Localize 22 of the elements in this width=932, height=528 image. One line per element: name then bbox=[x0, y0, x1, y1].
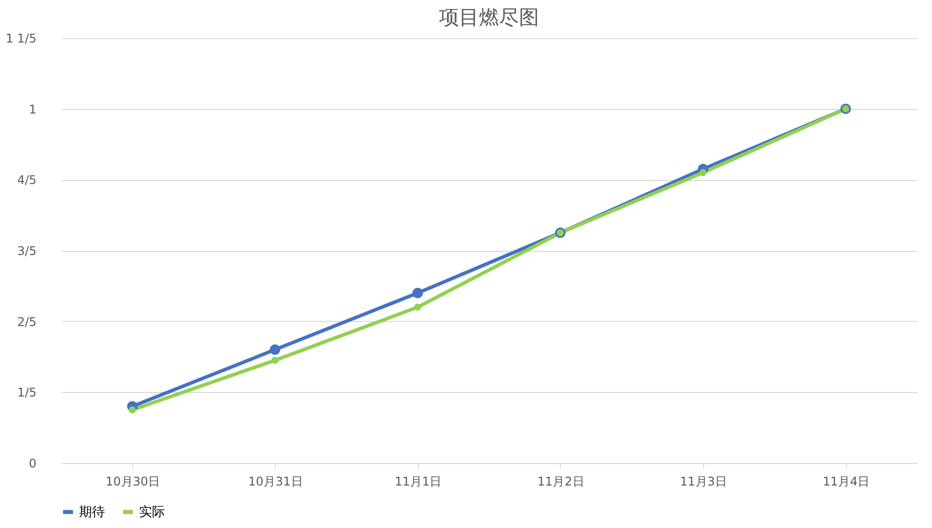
point bbox=[412, 288, 423, 298]
point bbox=[128, 406, 136, 414]
point bbox=[414, 304, 422, 311]
x-tick-label: 11月1日 bbox=[394, 474, 442, 488]
y-tick-label: 3/5 bbox=[17, 244, 36, 258]
y-tick-label: 4/5 bbox=[17, 173, 36, 188]
legend-label: 实际 bbox=[139, 505, 165, 520]
point bbox=[270, 344, 280, 355]
chart-title: 项目燃尽图 bbox=[439, 5, 539, 29]
y-tick-label: 1/5 bbox=[17, 386, 36, 400]
x-tick-label: 11月3日 bbox=[680, 474, 727, 488]
x-tick-label: 11月4日 bbox=[822, 474, 870, 488]
x-tick-label: 10月31日 bbox=[248, 474, 303, 488]
x-tick-label: 10月30日 bbox=[106, 474, 160, 488]
y-tick-label: 0 bbox=[28, 456, 36, 470]
point bbox=[699, 169, 707, 176]
y-tick-label: 1 1/5 bbox=[6, 32, 36, 46]
x-tick-label: 11月2日 bbox=[537, 474, 584, 488]
y-tick-label: 2/5 bbox=[17, 314, 36, 329]
legend-label: 期待 bbox=[79, 505, 105, 520]
y-tick-label: 1 bbox=[28, 102, 36, 116]
point bbox=[271, 356, 279, 364]
